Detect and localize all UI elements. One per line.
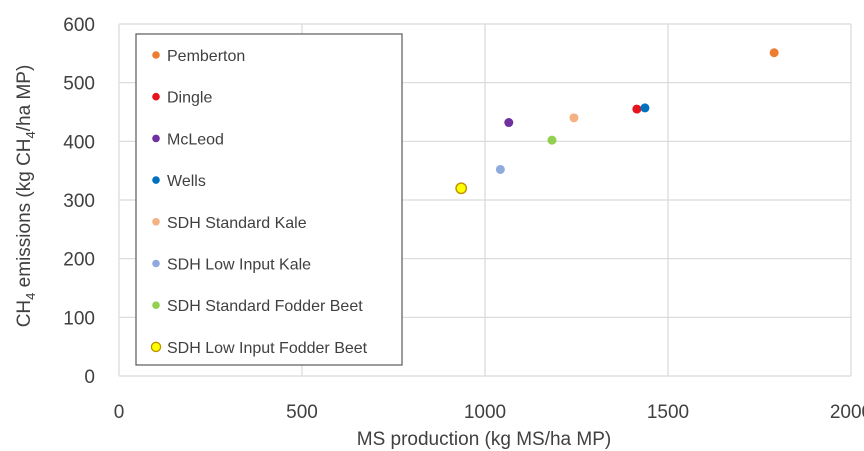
- y-tick-label: 200: [63, 250, 95, 271]
- legend: Pemberton Dingle McLeod Wells SDH Standard K…: [135, 33, 403, 366]
- data-point: [547, 135, 557, 145]
- legend-items: Pemberton Dingle McLeod Wells SDH Standard K…: [150, 48, 368, 357]
- legend-marker: [152, 218, 160, 226]
- legend-marker: [152, 134, 160, 143]
- legend-marker: [152, 176, 160, 184]
- y-tick-label: 400: [63, 132, 95, 153]
- legend-label: Pemberton: [167, 48, 245, 65]
- legend-marker: [152, 301, 160, 310]
- legend-label: Wells: [167, 173, 206, 190]
- y-axis-title-subscript: 4: [23, 293, 38, 300]
- data-point: [504, 118, 514, 128]
- legend-label: McLeod: [167, 131, 224, 148]
- legend-box: [135, 33, 403, 366]
- y-tick-label: 100: [63, 308, 95, 329]
- legend-label: SDH Low Input Kale: [167, 257, 311, 274]
- y-tick-label: 600: [63, 15, 95, 36]
- legend-marker: [152, 51, 160, 59]
- x-tick-label: 0: [114, 402, 125, 423]
- x-axis-title: MS production (kg MS/ha MP): [357, 429, 611, 450]
- legend-label: SDH Standard Fodder Beet: [167, 298, 363, 315]
- legend-marker: [152, 259, 160, 268]
- legend-marker: [150, 341, 162, 353]
- x-tick-label: 1500: [647, 402, 689, 423]
- data-points: [455, 48, 779, 195]
- y-axis-title-part: emissions (kg CH: [14, 138, 35, 292]
- legend-label: SDH Low Input Fodder Beet: [167, 340, 368, 357]
- legend-label: SDH Standard Kale: [167, 215, 307, 232]
- data-point: [569, 113, 579, 123]
- y-tick-label: 300: [63, 191, 95, 212]
- y-tick-label: 0: [84, 367, 95, 388]
- data-point: [495, 164, 505, 174]
- x-tick-label: 1000: [464, 402, 506, 423]
- legend-marker: [152, 92, 160, 101]
- y-axis-title: CH4 emissions (kg CH4/ha MP): [14, 65, 38, 328]
- legend-label: Dingle: [167, 90, 212, 107]
- x-tick-label: 500: [286, 402, 318, 423]
- y-axis-title-subscript: 4: [23, 131, 38, 138]
- y-tick-label: 500: [63, 74, 95, 95]
- tick-labels: 0 100 200 300 400 500 600 0 500 1000 1500 2000: [63, 15, 864, 423]
- data-point: [455, 182, 468, 195]
- data-point: [640, 103, 650, 113]
- x-tick-label: 2000: [830, 402, 864, 423]
- data-point: [769, 48, 779, 58]
- data-point: [632, 104, 642, 114]
- y-axis-title-part: CH: [14, 300, 35, 327]
- y-axis-title-part: /ha MP): [14, 65, 35, 132]
